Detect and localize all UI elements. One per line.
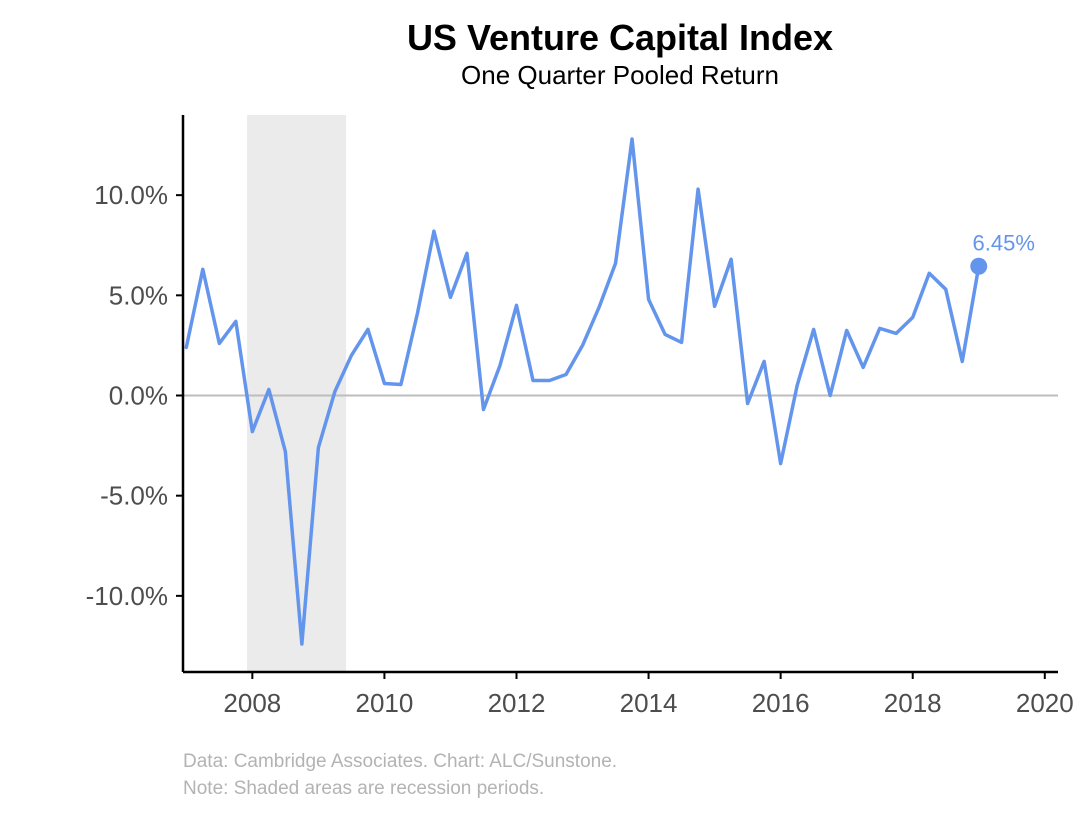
data-point <box>812 328 815 331</box>
data-point <box>713 305 716 308</box>
y-tick-label: 10.0% <box>94 180 168 210</box>
data-point <box>185 346 188 349</box>
data-point <box>845 329 848 332</box>
data-point <box>333 390 336 393</box>
data-point <box>944 288 947 291</box>
x-tick-label: 2018 <box>884 688 942 718</box>
y-tick-label: -5.0% <box>100 481 168 511</box>
data-point <box>614 262 617 265</box>
y-tick-label: 5.0% <box>109 280 168 310</box>
chart-subtitle: One Quarter Pooled Return <box>461 60 779 90</box>
data-point <box>449 296 452 299</box>
data-point <box>383 382 386 385</box>
data-point <box>201 268 204 271</box>
caption-note: Note: Shaded areas are recession periods… <box>183 778 544 799</box>
x-tick-label: 2014 <box>620 688 678 718</box>
caption-source: Data: Cambridge Associates. Chart: ALC/S… <box>183 751 617 772</box>
y-tick-layer: 10.0% 5.0% 0.0% -5.0% -10.0% <box>86 180 183 611</box>
data-point <box>350 354 353 357</box>
data-point <box>234 320 237 323</box>
data-point <box>498 364 501 367</box>
data-point <box>598 306 601 309</box>
series-layer <box>184 137 981 646</box>
data-point <box>680 341 683 344</box>
data-point <box>267 388 270 391</box>
data-point <box>878 327 881 330</box>
x-tick-label: 2012 <box>488 688 546 718</box>
data-point <box>746 402 749 405</box>
data-point <box>697 188 700 191</box>
y-tick-label: 0.0% <box>109 381 168 411</box>
x-tick-label: 2020 <box>1016 688 1074 718</box>
data-point <box>565 373 568 376</box>
data-point <box>432 230 435 233</box>
y-tick-label: -10.0% <box>86 581 168 611</box>
chart-title: US Venture Capital Index <box>407 17 833 58</box>
data-point <box>284 450 287 453</box>
data-point <box>796 384 799 387</box>
data-point <box>647 298 650 301</box>
data-point <box>911 316 914 319</box>
data-point <box>399 383 402 386</box>
x-tick-label: 2008 <box>223 688 281 718</box>
data-point <box>251 430 254 433</box>
data-point <box>763 360 766 363</box>
data-point <box>862 366 865 369</box>
data-point <box>317 446 320 449</box>
data-point <box>218 342 221 345</box>
data-point <box>548 379 551 382</box>
x-tick-label: 2010 <box>355 688 413 718</box>
annotation-layer: 6.45% <box>970 230 1035 275</box>
data-point <box>532 379 535 382</box>
latest-value-marker <box>970 257 988 275</box>
latest-value-label: 6.45% <box>973 230 1035 255</box>
x-tick-layer: 2008 2010 2012 2014 2016 2018 2020 <box>223 672 1074 718</box>
data-point <box>366 328 369 331</box>
data-point <box>416 312 419 315</box>
data-point <box>961 360 964 363</box>
series-line-0 <box>184 137 981 646</box>
data-point <box>664 333 667 336</box>
data-point <box>515 304 518 307</box>
data-point <box>928 272 931 275</box>
data-point <box>300 642 303 645</box>
data-point <box>482 408 485 411</box>
x-tick-label: 2016 <box>752 688 810 718</box>
data-point <box>581 344 584 347</box>
data-point <box>465 252 468 255</box>
data-point <box>829 394 832 397</box>
data-point <box>631 138 634 141</box>
data-point <box>779 462 782 465</box>
data-point <box>730 258 733 261</box>
data-point <box>895 332 898 335</box>
